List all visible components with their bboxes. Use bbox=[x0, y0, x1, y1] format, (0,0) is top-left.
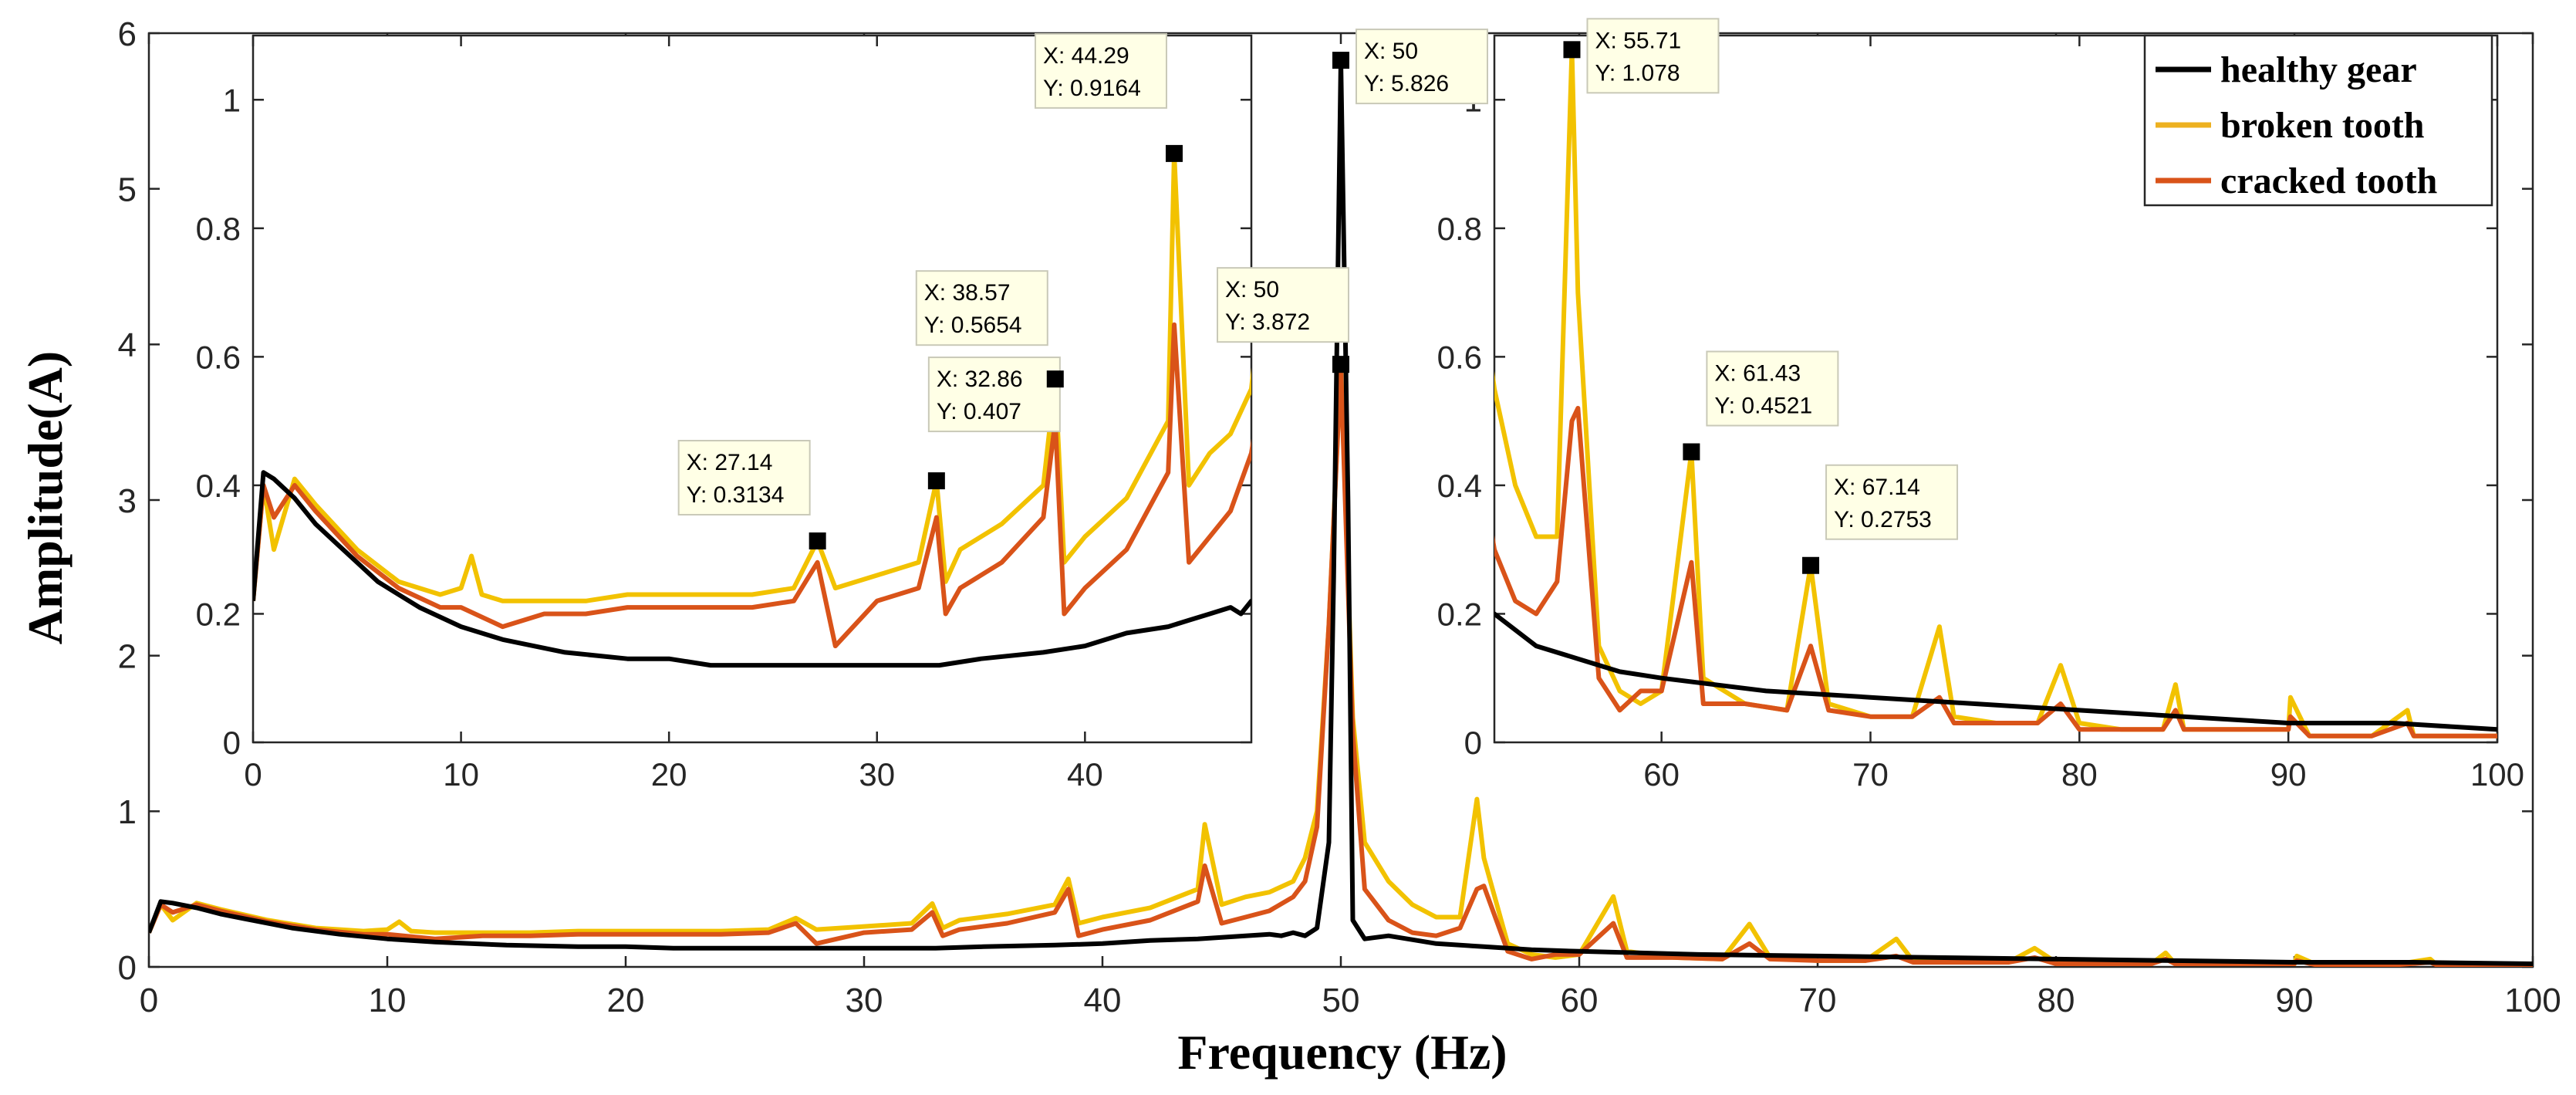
main-xtick-label: 90 bbox=[2276, 982, 2314, 1019]
datatip-y-text: Y: 0.4521 bbox=[1714, 394, 1812, 419]
main-xtick-label: 20 bbox=[607, 982, 645, 1019]
y-axis-label: Amplitude(A) bbox=[18, 351, 73, 644]
datatip-box bbox=[927, 357, 1061, 433]
main-ytick-label: 1 bbox=[118, 793, 137, 831]
datatip-box bbox=[1706, 350, 1839, 427]
inset-right-ytick-label: 0 bbox=[1464, 725, 1482, 761]
main-xtick-label: 70 bbox=[1799, 982, 1837, 1019]
datatip-marker bbox=[809, 532, 826, 550]
inset-left-xtick-label: 40 bbox=[1067, 756, 1103, 793]
datatip-marker bbox=[1046, 370, 1064, 388]
inset-right-ytick-label: 0.2 bbox=[1437, 597, 1482, 633]
main-ytick-label: 6 bbox=[118, 15, 137, 53]
inset-left-xtick-label: 10 bbox=[443, 756, 479, 793]
main-xtick-label: 0 bbox=[140, 982, 158, 1019]
series-line-healthy-gear bbox=[149, 58, 2533, 966]
x-axis-label: Frequency (Hz) bbox=[1177, 1025, 1507, 1080]
main-xtick-label: 10 bbox=[369, 982, 407, 1019]
inset-right-xtick-label: 100 bbox=[2470, 756, 2524, 793]
main-xtick-label: 80 bbox=[2038, 982, 2075, 1019]
legend-label: broken tooth bbox=[2220, 105, 2425, 146]
datatip-marker bbox=[927, 472, 945, 490]
datatip-x-text: X: 32.86 bbox=[937, 367, 1023, 392]
legend-label: cracked tooth bbox=[2220, 161, 2437, 201]
datatip-y-text: Y: 3.872 bbox=[1225, 309, 1310, 335]
inset-left-plot: 0 10 20 30 40 0 0.2 0.4 0.6 0.8 1 bbox=[196, 34, 1253, 793]
datatip-marker bbox=[1802, 556, 1820, 574]
datatip-marker bbox=[1563, 41, 1581, 59]
inset-left-ytick-label: 1 bbox=[223, 82, 241, 118]
datatip-x-text: X: 55.71 bbox=[1595, 28, 1681, 53]
inset-left-frame bbox=[252, 34, 1253, 744]
datatip-x-text: X: 50 bbox=[1225, 277, 1279, 302]
inset-left-xtick-label: 20 bbox=[651, 756, 687, 793]
inset-right-ytick-label: 0.8 bbox=[1437, 211, 1482, 247]
datatip-x-text: X: 27.14 bbox=[687, 450, 773, 475]
datatip-box bbox=[1356, 29, 1488, 105]
datatip-box bbox=[1825, 464, 1959, 540]
datatip-x-text: X: 67.14 bbox=[1834, 475, 1920, 500]
inset-right-xtick-label: 60 bbox=[1643, 756, 1680, 793]
datatip-x-text: X: 44.29 bbox=[1043, 43, 1129, 69]
datatip-marker bbox=[1332, 356, 1349, 373]
datatip-box bbox=[1586, 18, 1720, 94]
main-ytick-label: 5 bbox=[118, 171, 137, 209]
datatip-box bbox=[677, 440, 811, 516]
legend: healthy gear broken tooth cracked tooth bbox=[2143, 34, 2493, 207]
series-line-healthy-gear bbox=[1494, 611, 2497, 732]
legend-box bbox=[2143, 34, 2493, 207]
series-line-cracked-tooth bbox=[253, 322, 1251, 649]
datatip-y-text: Y: 0.9164 bbox=[1043, 76, 1141, 101]
datatip-y-text: Y: 1.078 bbox=[1595, 60, 1680, 86]
datatip-box bbox=[915, 270, 1048, 346]
inset-right-xtick-label: 80 bbox=[2061, 756, 2098, 793]
legend-label: healthy gear bbox=[2220, 49, 2417, 90]
inset-left-ytick-label: 0.2 bbox=[196, 597, 241, 633]
datatip-y-text: Y: 0.2753 bbox=[1834, 507, 1932, 532]
main-xtick-label: 50 bbox=[1322, 982, 1360, 1019]
datatip-marker bbox=[1683, 443, 1700, 461]
main-xtick-label: 60 bbox=[1561, 982, 1599, 1019]
inset-right-ytick-label: 0.4 bbox=[1437, 468, 1482, 504]
inset-left-ytick-label: 0 bbox=[223, 725, 241, 761]
inset-right-xtick-label: 90 bbox=[2270, 756, 2307, 793]
inset-right-xtick-label: 70 bbox=[1852, 756, 1889, 793]
datatip-y-text: Y: 0.3134 bbox=[687, 482, 785, 508]
inset-left-xtick-label: 0 bbox=[244, 756, 262, 793]
datatips: X: 50 Y: 5.826 X: 50 Y: 3.872 X: 27.14 Y: 0.3… bbox=[677, 18, 1959, 574]
inset-left-ytick-label: 0.6 bbox=[196, 339, 241, 375]
datatip-y-text: Y: 0.5654 bbox=[924, 313, 1022, 338]
main-xtick-label: 30 bbox=[846, 982, 883, 1019]
datatip-box bbox=[1217, 267, 1349, 343]
main-ytick-label: 4 bbox=[118, 326, 137, 364]
main-xtick-label: 40 bbox=[1084, 982, 1122, 1019]
datatip-y-text: Y: 0.407 bbox=[937, 399, 1021, 424]
datatip-x-text: X: 61.43 bbox=[1714, 361, 1801, 387]
main-ytick-label: 2 bbox=[118, 638, 137, 676]
inset-left-ytick-label: 0.4 bbox=[196, 468, 241, 504]
datatip-box bbox=[1034, 32, 1167, 109]
series-line-broken-tooth bbox=[253, 150, 1251, 603]
series-line-broken-tooth bbox=[1494, 47, 2497, 738]
datatip-y-text: Y: 5.826 bbox=[1364, 71, 1449, 96]
main-ytick-label: 0 bbox=[118, 949, 137, 987]
datatip-x-text: X: 38.57 bbox=[924, 280, 1011, 306]
inset-right-ytick-label: 0.6 bbox=[1437, 339, 1482, 375]
datatip-marker bbox=[1332, 52, 1349, 69]
datatip-marker bbox=[1165, 144, 1183, 162]
datatip-x-text: X: 50 bbox=[1364, 39, 1418, 64]
inset-left-xtick-label: 30 bbox=[859, 756, 895, 793]
series-line-healthy-gear bbox=[253, 470, 1251, 668]
main-xtick-label: 100 bbox=[2504, 982, 2561, 1019]
main-ytick-label: 3 bbox=[118, 482, 137, 520]
inset-left-ytick-label: 0.8 bbox=[196, 211, 241, 247]
